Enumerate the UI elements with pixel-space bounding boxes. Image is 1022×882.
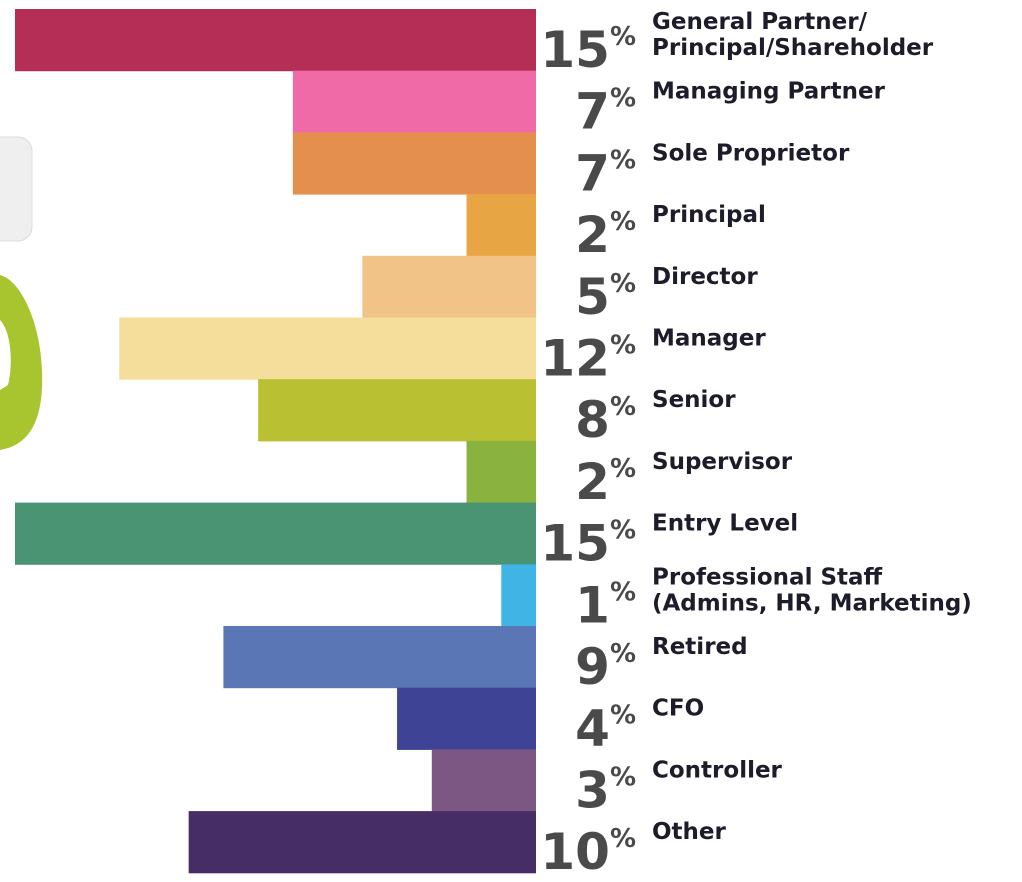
bar — [431, 749, 536, 812]
bar — [292, 132, 536, 195]
value-label: 7% — [575, 83, 636, 141]
bar — [15, 9, 536, 72]
value-label: 7% — [575, 144, 636, 202]
bar — [466, 440, 536, 504]
category-label: Entry Level — [652, 511, 798, 537]
bar — [501, 564, 536, 627]
value-label: 10% — [540, 823, 636, 881]
value-label: 15% — [540, 21, 636, 79]
category-label: Principal — [652, 202, 766, 228]
category-label: Senior — [652, 387, 736, 413]
category-label: Supervisor — [652, 449, 793, 475]
value-label: 5% — [575, 268, 636, 326]
value-label: 8% — [575, 391, 636, 449]
category-label: General Partner/Principal/Shareholder — [652, 9, 934, 61]
category-label: Director — [652, 264, 758, 290]
value-label: 2% — [575, 206, 636, 264]
bar — [292, 70, 536, 133]
decoration-shape — [0, 275, 43, 450]
category-label: Sole Proprietor — [652, 140, 850, 166]
bar — [466, 194, 536, 257]
value-label: 1% — [575, 576, 636, 634]
category-label: Retired — [652, 634, 748, 660]
value-label: 4% — [575, 700, 636, 758]
value-label: 9% — [575, 638, 636, 696]
bar — [362, 255, 536, 318]
bar — [258, 379, 536, 442]
value-label: 15% — [540, 515, 636, 573]
bar — [223, 626, 536, 689]
value-label: 3% — [575, 761, 636, 819]
category-label: Professional Staff (Admins, HR, Marketing… — [652, 564, 972, 616]
category-label: CFO — [652, 696, 704, 722]
bar — [188, 811, 536, 874]
bar — [119, 317, 536, 380]
bar — [15, 502, 536, 565]
bar — [397, 687, 536, 750]
category-label: Controller — [652, 757, 783, 783]
category-label: Manager — [652, 326, 766, 352]
category-label: Managing Partner — [652, 79, 886, 105]
value-label: 2% — [575, 453, 636, 511]
value-label: 12% — [540, 330, 636, 388]
decoration-box — [0, 136, 33, 242]
category-label: Other — [652, 819, 727, 845]
